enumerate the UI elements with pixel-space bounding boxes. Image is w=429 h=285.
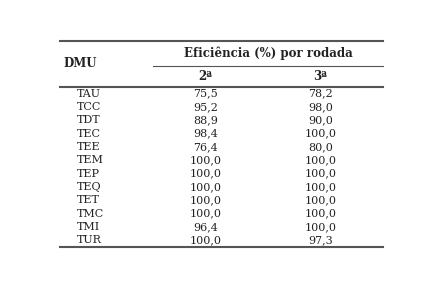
Text: 100,0: 100,0	[305, 169, 336, 179]
Text: TEE: TEE	[77, 142, 100, 152]
Text: TET: TET	[77, 195, 100, 205]
Text: 100,0: 100,0	[305, 195, 336, 205]
Text: Eficiência (%) por rodada: Eficiência (%) por rodada	[184, 47, 353, 60]
Text: TEC: TEC	[77, 129, 101, 139]
Text: TMC: TMC	[77, 209, 104, 219]
Text: 2ª: 2ª	[199, 70, 213, 83]
Text: 100,0: 100,0	[305, 155, 336, 165]
Text: 100,0: 100,0	[305, 129, 336, 139]
Text: 98,0: 98,0	[308, 102, 333, 112]
Text: 100,0: 100,0	[190, 195, 222, 205]
Text: TUR: TUR	[77, 235, 102, 245]
Text: DMU: DMU	[63, 57, 97, 70]
Text: 100,0: 100,0	[305, 222, 336, 232]
Text: 76,4: 76,4	[193, 142, 218, 152]
Text: TMI: TMI	[77, 222, 100, 232]
Text: 95,2: 95,2	[193, 102, 218, 112]
Text: 88,9: 88,9	[193, 115, 218, 125]
Text: TCC: TCC	[77, 102, 101, 112]
Text: TEP: TEP	[77, 169, 100, 179]
Text: 100,0: 100,0	[305, 182, 336, 192]
Text: 100,0: 100,0	[190, 169, 222, 179]
Text: 100,0: 100,0	[305, 209, 336, 219]
Text: 98,4: 98,4	[193, 129, 218, 139]
Text: 100,0: 100,0	[190, 235, 222, 245]
Text: TEQ: TEQ	[77, 182, 102, 192]
Text: 100,0: 100,0	[190, 209, 222, 219]
Text: TDT: TDT	[77, 115, 100, 125]
Text: TEM: TEM	[77, 155, 104, 165]
Text: 78,2: 78,2	[308, 89, 333, 99]
Text: 100,0: 100,0	[190, 155, 222, 165]
Text: TAU: TAU	[77, 89, 101, 99]
Text: 97,3: 97,3	[308, 235, 333, 245]
Text: 3ª: 3ª	[314, 70, 327, 83]
Text: 90,0: 90,0	[308, 115, 333, 125]
Text: 100,0: 100,0	[190, 182, 222, 192]
Text: 75,5: 75,5	[193, 89, 218, 99]
Text: 80,0: 80,0	[308, 142, 333, 152]
Text: 96,4: 96,4	[193, 222, 218, 232]
